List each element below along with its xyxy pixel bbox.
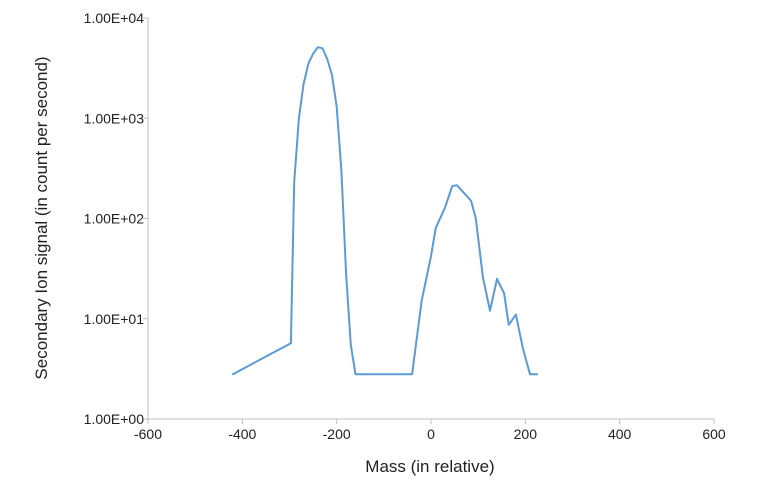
- series-line: [231, 46, 539, 376]
- x-axis-title: Mass (in relative): [365, 457, 494, 476]
- x-tick-label: 400: [608, 426, 632, 442]
- axes: [143, 17, 715, 424]
- x-tick-label: 600: [702, 426, 726, 442]
- y-tick-label: 1.00E+02: [84, 211, 145, 227]
- y-tick-label: 1.00E+03: [84, 110, 145, 126]
- y-axis-title: Secondary Ion signal (in count per secon…: [32, 56, 51, 379]
- x-tick-label: -200: [323, 426, 351, 442]
- x-tick-label: 200: [514, 426, 538, 442]
- series-layer: [231, 46, 539, 376]
- x-tick-label: -400: [228, 426, 256, 442]
- y-tick-label: 1.00E+01: [84, 311, 145, 327]
- y-tick-label: 1.00E+04: [84, 10, 145, 26]
- tick-labels: -600 -400 -200 0 200 400 600 1.00E+00 1.00E+01 1.…: [84, 10, 726, 442]
- x-tick-label: -600: [134, 426, 162, 442]
- x-tick-label: 0: [427, 426, 435, 442]
- y-tick-label: 1.00E+00: [84, 411, 145, 427]
